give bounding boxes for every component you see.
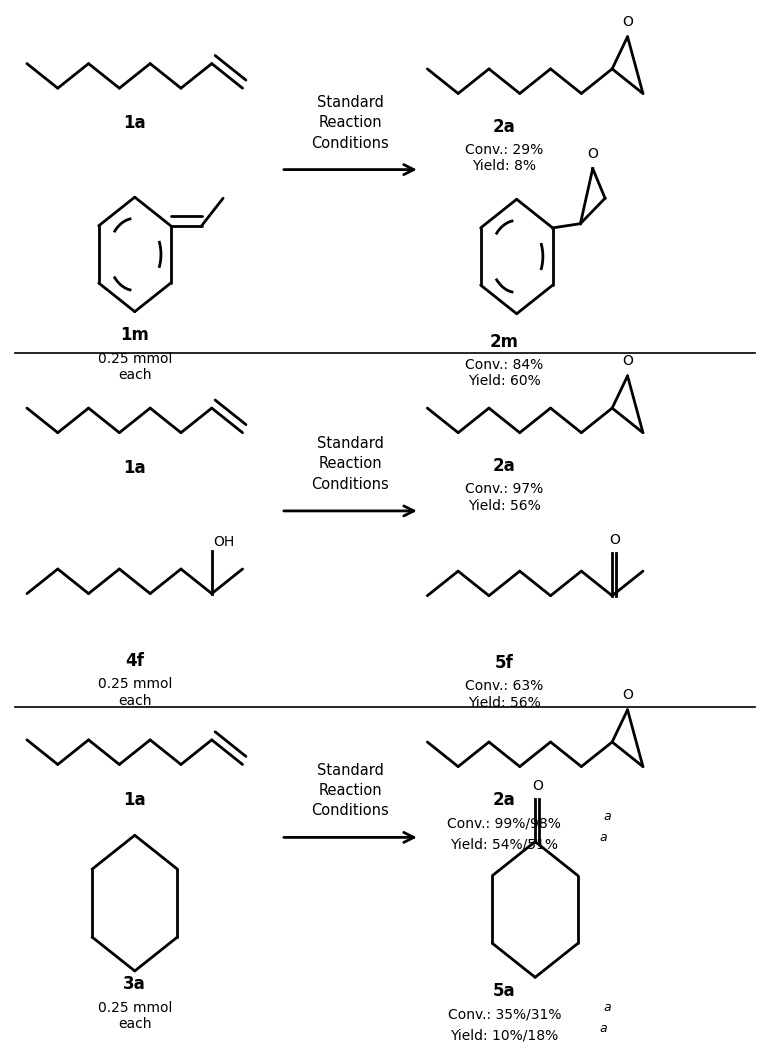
Text: 1a: 1a (123, 114, 146, 132)
Text: 2a: 2a (493, 118, 516, 136)
Text: 0.25 mmol
each: 0.25 mmol each (98, 677, 172, 707)
Text: 2a: 2a (493, 791, 516, 809)
Text: Yield: 54%/51%: Yield: 54%/51% (450, 837, 558, 851)
Text: 1m: 1m (120, 326, 149, 345)
Text: 3a: 3a (123, 975, 146, 993)
Text: Conv.: 35%/31%: Conv.: 35%/31% (447, 1007, 561, 1021)
Text: Conv.: 99%/98%: Conv.: 99%/98% (447, 816, 561, 830)
Text: 4f: 4f (126, 652, 144, 670)
Text: $\mathit{a}$: $\mathit{a}$ (603, 1001, 611, 1013)
Text: 1a: 1a (123, 459, 146, 477)
Text: Standard
Reaction
Conditions: Standard Reaction Conditions (312, 436, 389, 492)
Text: 1a: 1a (123, 791, 146, 809)
Text: 0.25 mmol
each: 0.25 mmol each (98, 352, 172, 382)
Text: $\mathit{a}$: $\mathit{a}$ (603, 810, 611, 823)
Text: Standard
Reaction
Conditions: Standard Reaction Conditions (312, 94, 389, 151)
Text: O: O (532, 779, 543, 793)
Text: Conv.: 63%
Yield: 56%: Conv.: 63% Yield: 56% (465, 679, 544, 709)
Text: Conv.: 97%
Yield: 56%: Conv.: 97% Yield: 56% (465, 482, 544, 512)
Text: Standard
Reaction
Conditions: Standard Reaction Conditions (312, 762, 389, 818)
Text: Conv.: 29%
Yield: 8%: Conv.: 29% Yield: 8% (465, 143, 544, 173)
Text: O: O (622, 15, 633, 29)
Text: OH: OH (213, 535, 235, 549)
Text: 5f: 5f (495, 654, 514, 672)
Text: 5a: 5a (493, 982, 516, 1000)
Text: O: O (622, 354, 633, 368)
Text: Yield: 10%/18%: Yield: 10%/18% (450, 1028, 558, 1042)
Text: $\mathit{a}$: $\mathit{a}$ (599, 831, 608, 844)
Text: O: O (609, 533, 620, 547)
Text: O: O (588, 147, 598, 161)
Text: Conv.: 84%
Yield: 60%: Conv.: 84% Yield: 60% (465, 358, 544, 388)
Text: 0.25 mmol
each: 0.25 mmol each (98, 1001, 172, 1030)
Text: 2a: 2a (493, 457, 516, 475)
Text: 2m: 2m (490, 333, 519, 351)
Text: $\mathit{a}$: $\mathit{a}$ (599, 1022, 608, 1035)
Text: O: O (622, 688, 633, 702)
